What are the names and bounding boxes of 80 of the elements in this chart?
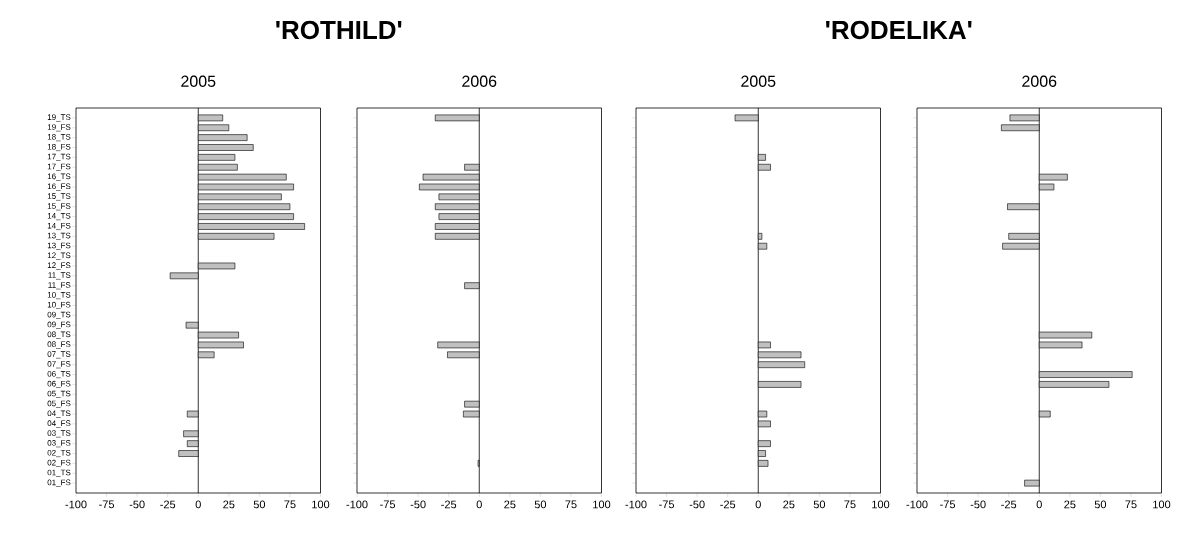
y-tick-label: 08_TS: [47, 331, 71, 339]
x-tick-label: -100: [906, 500, 928, 509]
y-tick-label: 09_TS: [47, 311, 71, 319]
x-tick-label: 75: [284, 500, 296, 509]
x-tick-label: -100: [65, 500, 87, 509]
y-tick-label: 01_TS: [47, 469, 71, 477]
y-tick-label: 04_FS: [47, 420, 71, 428]
y-tick-label: 03_TS: [47, 430, 71, 438]
chart-subtitle: 2005: [181, 75, 216, 87]
y-tick-label: 19_TS: [47, 114, 71, 122]
y-tick-label: 05_FS: [47, 400, 71, 408]
y-tick-label: 12_TS: [47, 252, 71, 260]
x-tick-label: -50: [970, 500, 986, 509]
x-tick-label: -50: [410, 500, 426, 509]
x-tick-label: 100: [872, 500, 890, 509]
y-tick-label: 13_TS: [47, 232, 71, 240]
x-tick-label: 25: [1064, 500, 1076, 509]
y-tick-label: 15_FS: [47, 203, 71, 211]
x-tick-label: -25: [720, 500, 736, 509]
y-tick-label: 14_TS: [47, 213, 71, 221]
y-tick-label: 01_FS: [47, 479, 71, 487]
chart-subtitle: 2005: [741, 75, 776, 87]
y-tick-label: 12_FS: [47, 262, 71, 270]
y-tick-label: 19_FS: [47, 124, 71, 132]
x-tick-label: -50: [129, 500, 145, 509]
x-tick-label: 0: [1036, 500, 1042, 509]
x-tick-label: -75: [380, 500, 396, 509]
x-tick-label: 0: [476, 500, 482, 509]
x-tick-label: 25: [783, 500, 795, 509]
y-tick-label: 05_TS: [47, 390, 71, 398]
x-tick-label: 75: [844, 500, 856, 509]
x-tick-label: 75: [565, 500, 577, 509]
x-tick-label: -50: [689, 500, 705, 509]
y-tick-label: 13_FS: [47, 242, 71, 250]
x-tick-label: -75: [99, 500, 115, 509]
x-tick-label: 100: [312, 500, 330, 509]
y-tick-label: 18_TS: [47, 134, 71, 142]
x-tick-label: -100: [625, 500, 647, 509]
y-tick-label: 11_TS: [48, 272, 71, 280]
x-tick-label: 50: [1094, 500, 1107, 509]
y-tick-label: 07_FS: [47, 361, 71, 369]
x-tick-label: 0: [755, 500, 761, 509]
x-tick-label: 50: [534, 500, 547, 509]
y-tick-label: 07_TS: [47, 351, 71, 359]
y-tick-label: 15_TS: [47, 193, 71, 201]
x-tick-label: -25: [160, 500, 176, 509]
y-tick-label: 09_FS: [47, 321, 71, 329]
y-tick-label: 03_FS: [47, 440, 71, 448]
y-tick-label: 10_TS: [47, 291, 71, 300]
y-tick-label: 06_FS: [47, 380, 71, 388]
y-tick-label: 14_FS: [47, 222, 71, 231]
x-tick-label: 50: [253, 500, 266, 509]
y-tick-label: 02_TS: [47, 449, 71, 458]
chart-subtitle: 2006: [1022, 75, 1057, 87]
x-tick-label: 0: [195, 500, 201, 509]
y-tick-label: 04_TS: [47, 410, 71, 418]
x-tick-label: -75: [659, 500, 675, 509]
chart-title: 'RODELIKA': [826, 20, 972, 40]
y-tick-label: 17_TS: [47, 153, 71, 161]
y-tick-label: 11_FS: [48, 282, 71, 290]
y-tick-label: 17_FS: [47, 163, 71, 171]
x-tick-label: 100: [593, 500, 611, 509]
y-tick-label: 10_FS: [47, 301, 71, 310]
y-tick-label: 18_FS: [47, 143, 71, 152]
x-tick-label: -100: [346, 500, 368, 509]
x-tick-label: -75: [940, 500, 956, 509]
x-tick-label: 25: [223, 500, 235, 509]
chart-subtitle: 2006: [462, 75, 497, 87]
x-tick-label: 25: [504, 500, 516, 509]
x-tick-label: 75: [1125, 500, 1137, 509]
chart-title: 'ROTHILD': [276, 20, 402, 40]
x-tick-label: 50: [813, 500, 826, 509]
x-tick-label: -25: [1001, 500, 1017, 509]
y-tick-label: 16_TS: [47, 173, 71, 181]
y-tick-label: 16_FS: [47, 183, 71, 191]
x-tick-label: 100: [1153, 500, 1171, 509]
y-tick-label: 06_TS: [47, 370, 71, 379]
y-tick-label: 08_FS: [47, 341, 71, 349]
x-tick-label: -25: [441, 500, 457, 509]
y-tick-label: 02_FS: [47, 459, 71, 467]
